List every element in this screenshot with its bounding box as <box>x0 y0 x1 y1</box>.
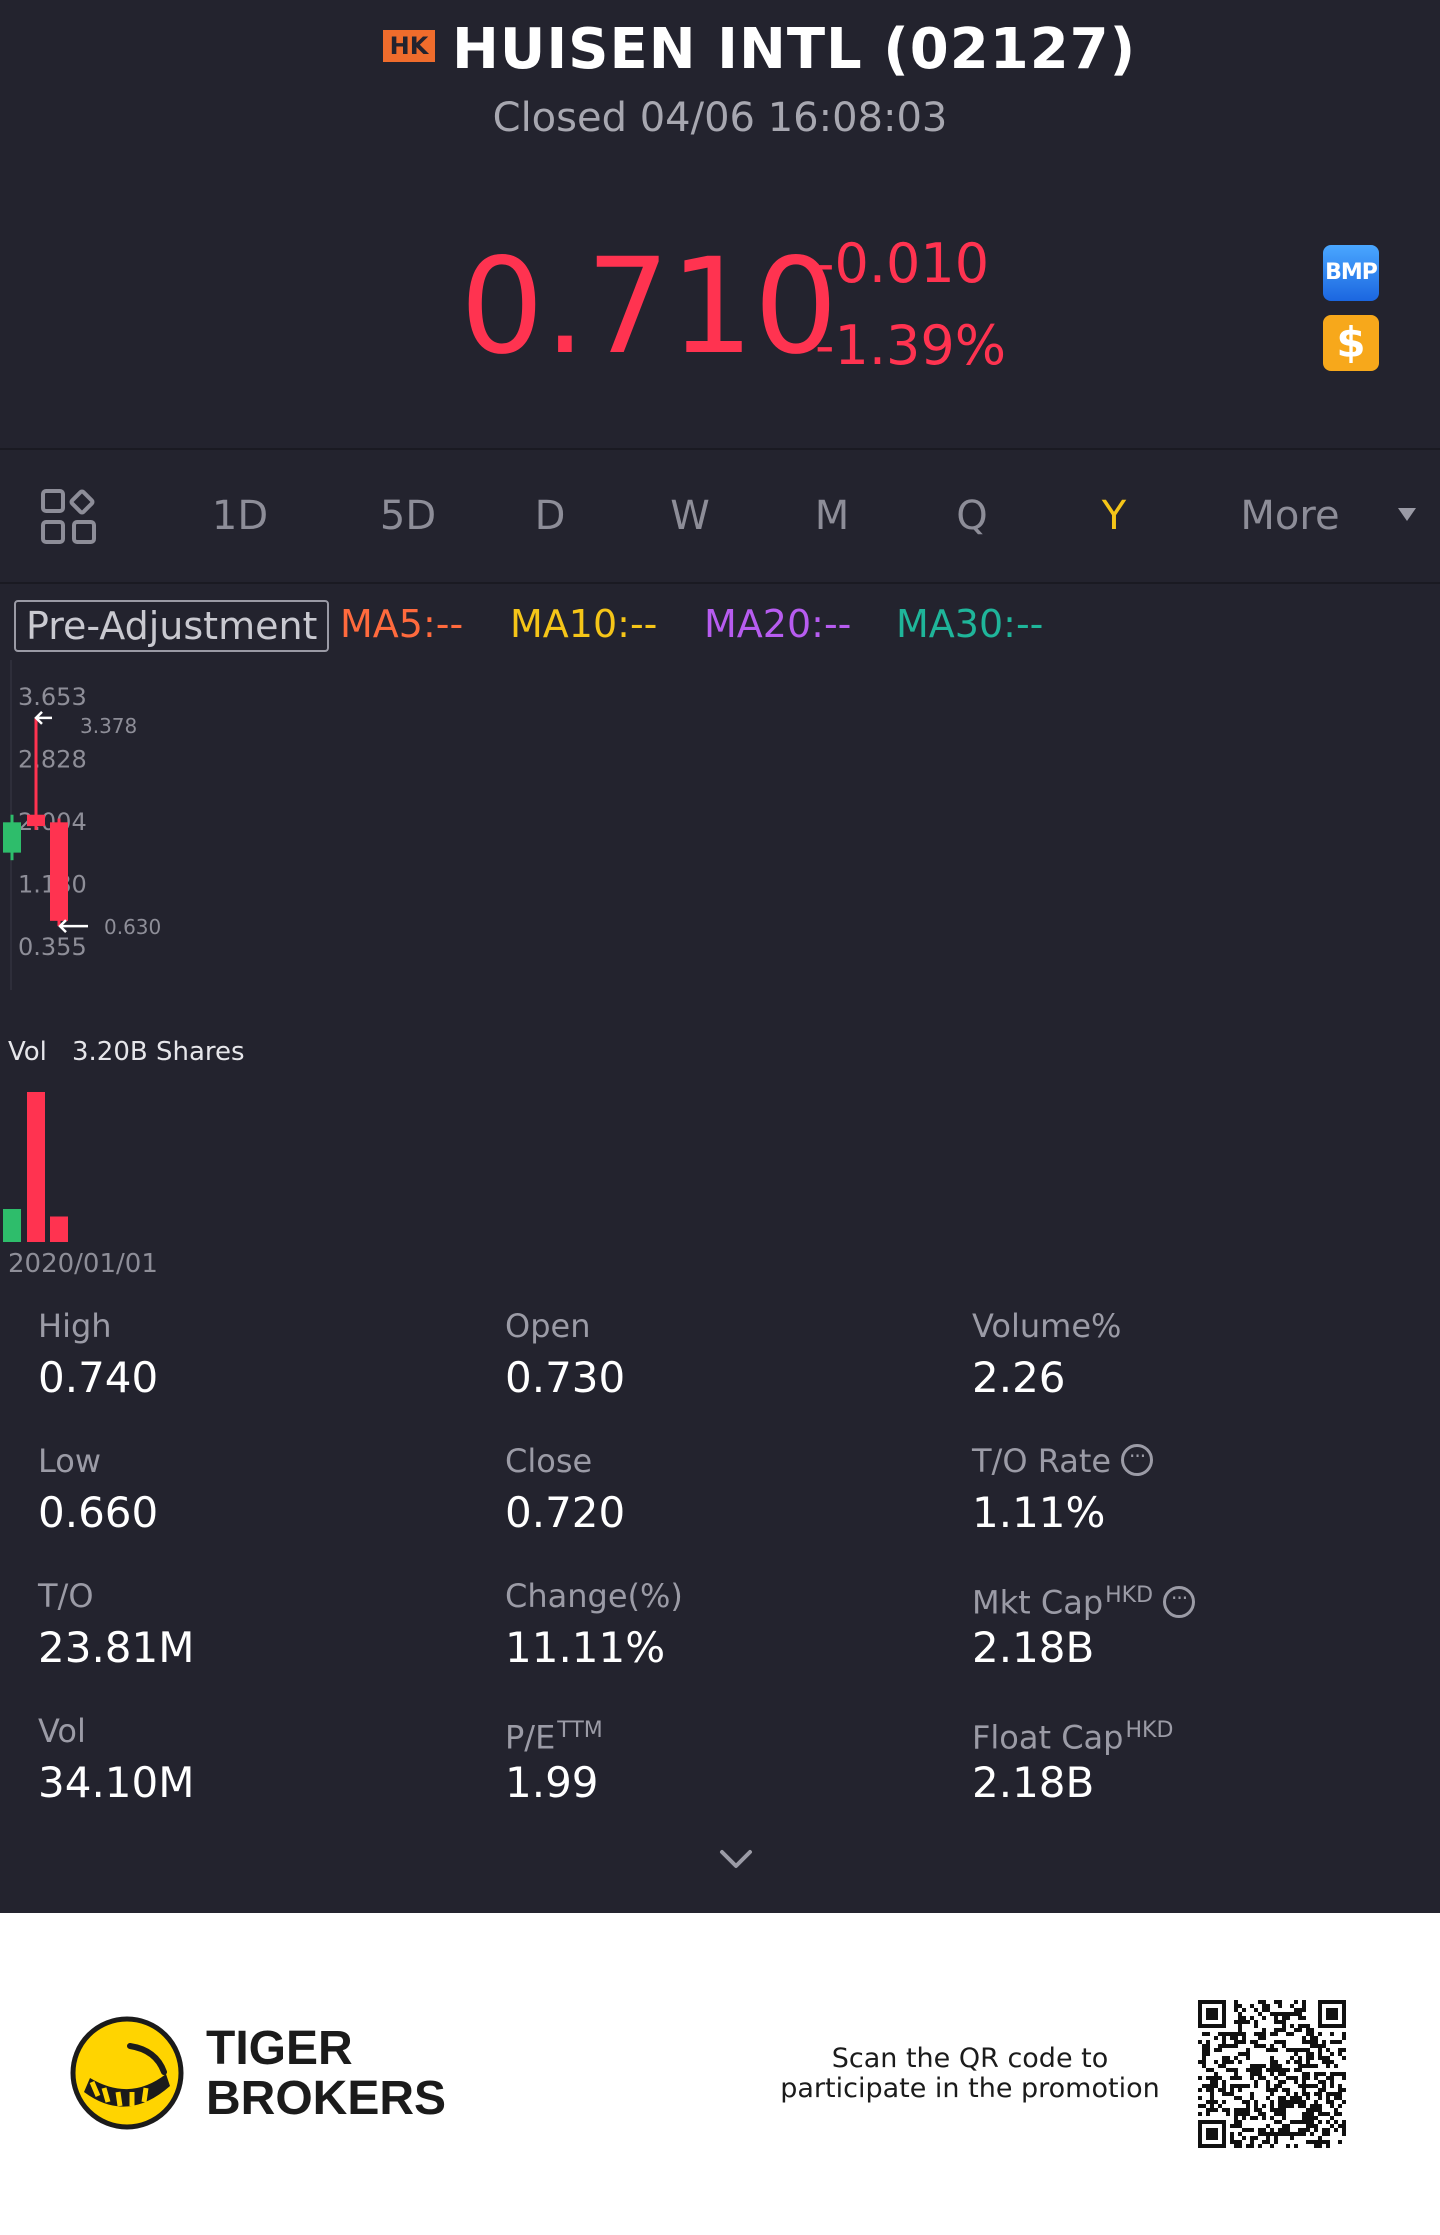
volume-label: Vol <box>8 1037 47 1067</box>
stat-label-change-pct: Change(%) <box>505 1577 683 1615</box>
qr-code-icon[interactable] <box>1198 2000 1346 2148</box>
tab-quarter[interactable]: Q <box>956 493 988 539</box>
stat-value-volume-pct: 2.26 <box>972 1353 1066 1402</box>
price-change-percent: -1.39% <box>815 314 1007 377</box>
promo-text-line1: Scan the QR code to <box>831 2043 1109 2074</box>
candle-body <box>3 822 21 853</box>
low-arrow-icon <box>58 919 88 934</box>
stat-value-open: 0.730 <box>505 1353 626 1402</box>
tab-1d[interactable]: 1D <box>211 493 269 539</box>
stock-title: HUISEN INTL (02127) <box>452 17 1137 82</box>
chart-start-date: 2020/01/01 <box>8 1249 158 1279</box>
tab-day[interactable]: D <box>534 493 566 539</box>
currency-superscript: HKD <box>1105 1583 1154 1608</box>
bmp-icon[interactable]: BMP <box>1323 245 1379 301</box>
dollar-icon[interactable]: $ <box>1323 315 1379 371</box>
stat-value-turnover: 23.81M <box>38 1623 195 1672</box>
last-price: 0.710 <box>460 230 838 384</box>
turnover-rate-text: T/O Rate <box>972 1442 1112 1480</box>
layout-grid-icon[interactable] <box>40 488 98 546</box>
chevron-down-icon[interactable] <box>716 1840 756 1880</box>
promo-text-line2: participate in the promotion <box>780 2073 1160 2104</box>
stat-label-market-cap: Mkt CapHKD ··· <box>972 1574 1196 1625</box>
ma20-label[interactable]: MA20:-- <box>704 602 852 646</box>
candle-body <box>50 822 68 921</box>
stat-label-close: Close <box>505 1442 593 1480</box>
stat-label-high: High <box>38 1307 112 1345</box>
ma30-label[interactable]: MA30:-- <box>896 602 1044 646</box>
pe-text: P/E <box>505 1718 556 1757</box>
price-change: -0.010 <box>815 232 990 295</box>
market-cap-text: Mkt Cap <box>972 1583 1104 1622</box>
more-info-icon[interactable]: ··· <box>1121 1444 1154 1476</box>
y-tick-label: 0.355 <box>18 933 87 961</box>
stat-label-pe: P/ETTM <box>505 1709 603 1760</box>
stat-label-vol: Vol <box>38 1712 86 1750</box>
tab-more[interactable]: More <box>1240 493 1340 539</box>
stat-label-volume-pct: Volume% <box>972 1307 1122 1345</box>
market-badge: HK <box>383 30 435 62</box>
more-info-icon[interactable]: ··· <box>1163 1585 1196 1618</box>
volume-value: 3.20B Shares <box>72 1037 245 1067</box>
stat-label-turnover-rate: T/O Rate ··· <box>972 1439 1154 1483</box>
stat-value-float-cap: 2.18B <box>972 1758 1095 1807</box>
stat-value-low: 0.660 <box>38 1488 159 1537</box>
stat-label-low: Low <box>38 1442 102 1480</box>
stat-value-close: 0.720 <box>505 1488 626 1537</box>
currency-superscript: HKD <box>1125 1718 1174 1743</box>
divider <box>0 448 1440 450</box>
brand-name-line2: BROKERS <box>206 2072 447 2125</box>
tiger-logo-icon <box>70 2016 184 2130</box>
stat-value-turnover-rate: 1.11% <box>972 1488 1106 1537</box>
tab-month[interactable]: M <box>814 493 850 539</box>
brand-name-line1: TIGER <box>206 2022 353 2075</box>
stat-value-high: 0.740 <box>38 1353 159 1402</box>
y-tick-label: 2.828 <box>18 746 87 774</box>
divider <box>0 582 1440 584</box>
stat-value-vol: 34.10M <box>38 1758 195 1807</box>
tab-5d[interactable]: 5D <box>379 493 437 539</box>
volume-bar <box>50 1216 68 1242</box>
pe-superscript: TTM <box>557 1718 603 1743</box>
tab-year[interactable]: Y <box>1101 493 1127 539</box>
volume-bar <box>3 1209 21 1242</box>
ma5-label[interactable]: MA5:-- <box>340 602 464 646</box>
high-marker-label: 3.378 <box>80 714 137 738</box>
high-arrow-icon <box>34 710 52 725</box>
stat-label-float-cap: Float CapHKD <box>972 1709 1173 1760</box>
float-cap-text: Float Cap <box>972 1718 1124 1757</box>
stat-value-change-pct: 11.11% <box>505 1623 666 1672</box>
y-tick-label: 3.653 <box>18 683 87 711</box>
stat-label-open: Open <box>505 1307 591 1345</box>
dropdown-arrow-icon[interactable] <box>1398 508 1416 521</box>
tab-week[interactable]: W <box>670 493 710 539</box>
market-status: Closed 04/06 16:08:03 <box>492 95 948 141</box>
volume-bar <box>27 1092 45 1242</box>
low-marker-label: 0.630 <box>104 915 161 939</box>
adjustment-toggle[interactable]: Pre-Adjustment <box>14 600 330 652</box>
stat-value-market-cap: 2.18B <box>972 1623 1095 1672</box>
candle-body <box>27 814 45 827</box>
ma10-label[interactable]: MA10:-- <box>510 602 658 646</box>
stat-label-turnover: T/O <box>38 1577 94 1615</box>
stat-value-pe: 1.99 <box>505 1758 599 1807</box>
